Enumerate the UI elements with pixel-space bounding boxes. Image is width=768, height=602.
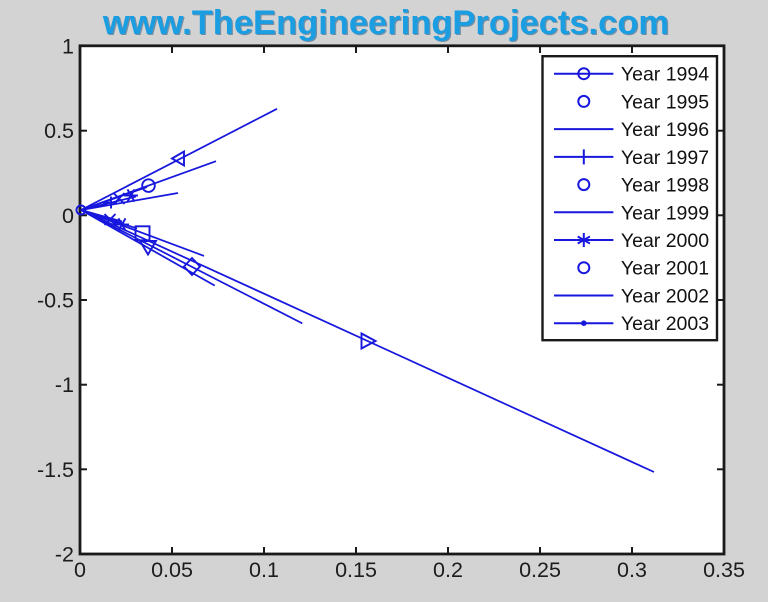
svg-text:1: 1: [62, 35, 74, 59]
svg-text:0.05: 0.05: [151, 558, 193, 582]
svg-text:Year 2002: Year 2002: [621, 286, 709, 308]
svg-text:0.1: 0.1: [249, 558, 279, 582]
svg-text:0: 0: [74, 558, 86, 582]
svg-text:Year 2001: Year 2001: [621, 258, 709, 280]
svg-text:Year 1997: Year 1997: [621, 147, 709, 169]
svg-text:www.TheEngineeringProjects.com: www.TheEngineeringProjects.com: [103, 5, 670, 43]
svg-text:-1.5: -1.5: [37, 458, 74, 482]
svg-text:Year 1999: Year 1999: [621, 202, 709, 224]
svg-text:Year 1998: Year 1998: [621, 175, 709, 197]
svg-text:www.TheEngineeringProjects.com: www.TheEngineeringProjects.com: [102, 4, 669, 42]
svg-text:0.5: 0.5: [44, 119, 74, 143]
svg-text:Year 1996: Year 1996: [621, 119, 709, 141]
svg-text:-1: -1: [55, 373, 74, 397]
svg-text:0.2: 0.2: [433, 558, 463, 582]
svg-text:Year 1995: Year 1995: [621, 91, 709, 113]
svg-text:0.3: 0.3: [617, 558, 647, 582]
svg-text:-0.5: -0.5: [37, 289, 74, 313]
svg-text:Year 2003: Year 2003: [621, 313, 709, 335]
svg-text:Year 1994: Year 1994: [621, 64, 709, 86]
svg-text:0: 0: [62, 204, 74, 228]
svg-text:0.25: 0.25: [519, 558, 561, 582]
svg-text:-2: -2: [55, 543, 74, 567]
svg-text:0.15: 0.15: [335, 558, 377, 582]
svg-text:Year 2000: Year 2000: [621, 230, 709, 252]
svg-text:0.35: 0.35: [703, 558, 745, 582]
